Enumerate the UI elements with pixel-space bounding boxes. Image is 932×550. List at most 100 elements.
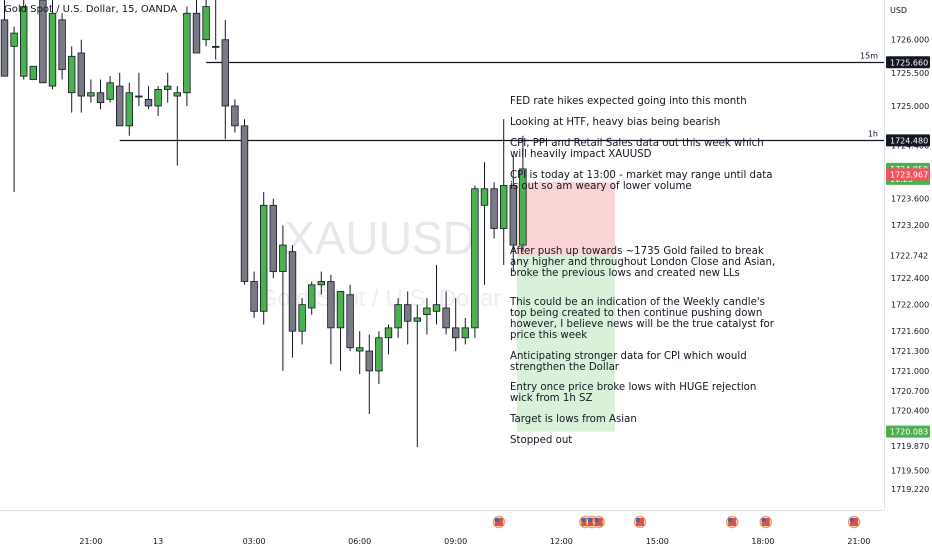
note-line: FED rate hikes expected going into this … xyxy=(510,96,747,107)
note-line: After push up towards ~1735 Gold failed … xyxy=(510,246,776,279)
candle xyxy=(231,99,239,133)
stop-loss-zone xyxy=(516,182,615,256)
bid-price-tag-bg xyxy=(886,168,930,181)
candle-body xyxy=(240,125,249,282)
candle-body xyxy=(307,284,316,309)
candle xyxy=(202,0,210,47)
candle-body xyxy=(365,350,373,372)
candle xyxy=(68,46,76,113)
x-tick-label: 21:00 xyxy=(79,537,102,546)
candle-body xyxy=(269,204,277,272)
level-price-tag-bg xyxy=(886,56,930,69)
candle-body xyxy=(317,281,325,286)
candle-body xyxy=(96,92,105,104)
y-tick-label: 1723.600 xyxy=(891,195,929,204)
note-line: Looking at HTF, heavy bias being bearish xyxy=(510,117,721,128)
candle-body xyxy=(336,291,345,329)
flag-canton xyxy=(728,518,733,522)
x-tick-label: 09:00 xyxy=(444,537,467,546)
price-tags: 1725.6601724.4801724.05010:231723.967172… xyxy=(886,56,930,438)
x-tick-label: 18:00 xyxy=(751,537,774,546)
candle-body xyxy=(288,251,297,332)
candle-body xyxy=(202,6,210,41)
candle xyxy=(499,119,508,265)
candle xyxy=(116,72,124,127)
candle xyxy=(403,291,412,345)
candle-body xyxy=(279,244,287,272)
candle xyxy=(307,281,316,315)
target-price-tag: 1720.083 xyxy=(890,428,928,437)
y-tick-label: 1722.000 xyxy=(891,301,929,310)
y-tick-label: 1722.400 xyxy=(891,274,929,283)
candle-body xyxy=(183,12,191,94)
candle-body xyxy=(509,185,517,246)
y-tick-label: 1721.600 xyxy=(891,327,929,336)
candle-body xyxy=(58,19,66,70)
candle-body xyxy=(135,95,143,98)
candle xyxy=(211,0,220,60)
flag-canton xyxy=(761,518,766,522)
candle-body xyxy=(173,92,181,97)
x-tick-label: 15:00 xyxy=(646,537,669,546)
candles xyxy=(0,0,527,448)
candle-body xyxy=(221,39,229,107)
us-flag-icon[interactable] xyxy=(759,515,773,529)
note-line: Target is lows from Asian xyxy=(510,414,637,425)
level-price-tag-bg xyxy=(886,134,930,147)
note-line: CPI, PPI and Retail Sales data out this … xyxy=(510,138,764,160)
us-flag-icon[interactable] xyxy=(725,515,739,529)
candle-body xyxy=(490,188,498,229)
candle-body xyxy=(154,89,162,107)
watermark-symbol: XAUUSD xyxy=(284,212,476,264)
y-tick-label: 1720.700 xyxy=(891,387,929,396)
price-axis[interactable]: USD1726.0001725.5001725.0001724.4001723.… xyxy=(884,0,930,510)
candle-body xyxy=(39,0,47,84)
level-price-tag: 1724.480 xyxy=(890,136,928,145)
candle-body xyxy=(250,281,258,312)
candle xyxy=(490,182,498,239)
axis-unit: USD xyxy=(890,6,907,15)
us-flag-icon[interactable] xyxy=(492,515,506,529)
y-tick-label: 1725.000 xyxy=(891,102,929,111)
entry-price-label: 1722.742 xyxy=(890,252,928,261)
candle-body xyxy=(10,32,18,47)
candle-body xyxy=(87,92,95,97)
candle-body xyxy=(451,327,460,339)
candle-body xyxy=(68,55,76,94)
flag-canton xyxy=(581,518,586,522)
us-flag-icon[interactable] xyxy=(633,515,647,529)
candle xyxy=(298,298,306,345)
candle-body xyxy=(125,92,133,127)
symbol-title[interactable]: Gold Spot / U.S. Dollar, 15, OANDA xyxy=(4,4,178,15)
x-tick-label: 21:00 xyxy=(847,537,870,546)
candle xyxy=(240,119,249,285)
take-profit-zone xyxy=(516,255,615,432)
us-flag-icon[interactable] xyxy=(592,515,605,529)
candle xyxy=(279,225,287,371)
candle-body xyxy=(423,307,431,316)
flag-canton xyxy=(636,518,641,522)
us-flag-icon[interactable] xyxy=(847,515,861,529)
candle xyxy=(39,0,47,84)
candle-body xyxy=(29,65,37,80)
candle xyxy=(0,0,9,77)
candle xyxy=(288,245,297,358)
time-axis[interactable]: 21:00 13 03:00 06:00 09:00 12:00 15:00 18:00 21:… xyxy=(0,510,884,547)
candle-body xyxy=(163,85,172,90)
candle-body xyxy=(355,347,364,352)
note-line: Anticipating stronger data for CPI which… xyxy=(510,351,747,373)
note-line: This could be an indication of the Weekl… xyxy=(510,297,774,341)
note-line: Stopped out xyxy=(510,435,573,446)
level-label: 15m xyxy=(860,52,878,61)
economic-events[interactable] xyxy=(492,515,861,529)
y-tick-label: 1719.220 xyxy=(891,485,929,494)
y-tick-label: 1723.200 xyxy=(891,221,929,230)
candle xyxy=(432,264,441,325)
candle-body xyxy=(403,304,412,322)
level-label: 1h xyxy=(868,130,878,139)
candle-body xyxy=(442,307,450,329)
candle xyxy=(135,72,143,106)
candle-body xyxy=(461,327,469,339)
candle-body xyxy=(480,188,489,206)
